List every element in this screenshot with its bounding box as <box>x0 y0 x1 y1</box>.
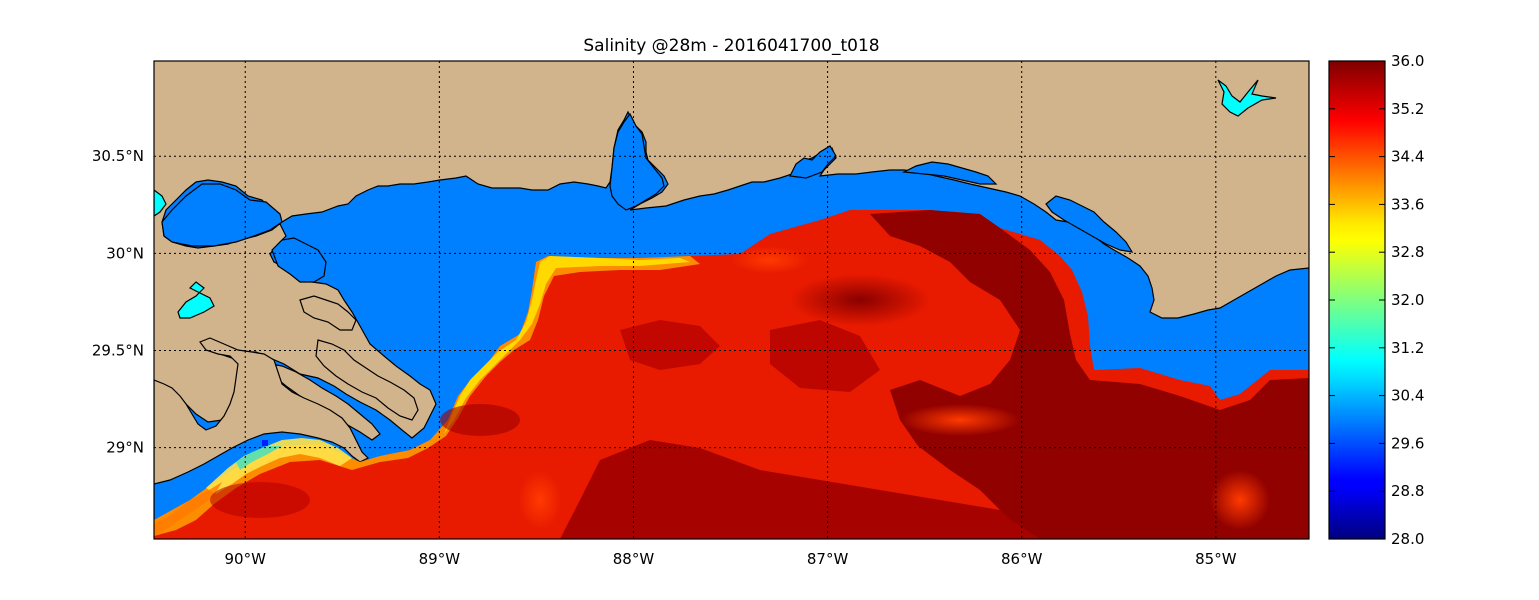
y-tick-label: 30°N <box>106 244 144 262</box>
map-title: Salinity @28m - 2016041700_t018 <box>583 36 880 56</box>
x-axis-ticks: 90°W 89°W 88°W 87°W 86°W 85°W <box>225 550 1237 568</box>
fresh-blue-pixel <box>262 440 268 446</box>
coastal-fringe <box>154 256 700 536</box>
inland-lake-east <box>1217 79 1277 117</box>
colorbar-tick-label: 30.4 <box>1391 387 1424 405</box>
fresh-west-orange <box>154 482 222 536</box>
colorbar-tick-label: 28.8 <box>1391 482 1424 500</box>
y-tick-label: 29°N <box>106 439 144 457</box>
colorbar-tick-label: 28.0 <box>1391 530 1424 548</box>
fresh-streak-3 <box>900 404 1020 436</box>
apalachicola-bay <box>1045 195 1134 253</box>
y-tick-label: 30.5°N <box>92 147 144 165</box>
colorbar-tick-label: 36.0 <box>1391 52 1424 70</box>
y-tick-label: 29.5°N <box>92 342 144 360</box>
map-area <box>154 61 1309 539</box>
saline-core-east <box>870 210 1309 539</box>
saline-core-south <box>560 440 1040 539</box>
saline-patch-3 <box>440 404 520 436</box>
fresh-streak-4 <box>1210 470 1270 530</box>
y-axis-ticks: 30.5°N 30°N 29.5°N 29°N <box>92 147 144 456</box>
mobile-bay <box>609 112 665 211</box>
x-tick-label: 88°W <box>613 550 655 568</box>
inland-lake-west <box>177 281 215 319</box>
colorbar-ticks: 36.0 35.2 34.4 33.6 32.8 32.0 31.2 30.4 29.6 28.8… <box>1329 52 1424 548</box>
louisiana-land <box>154 337 370 485</box>
delta-land <box>299 295 357 331</box>
colorbar-tick-label: 31.2 <box>1391 339 1424 357</box>
colorbar-tick-label: 34.4 <box>1391 148 1424 166</box>
fresh-west-cyan <box>236 446 282 470</box>
pensacola-bay <box>789 145 837 179</box>
colorbar-tick-label: 33.6 <box>1391 195 1424 213</box>
colorbar <box>1328 60 1386 540</box>
x-tick-label: 85°W <box>1195 550 1237 568</box>
saline-patch-1 <box>620 320 720 370</box>
saline-patch-2 <box>770 320 880 392</box>
map-frame <box>153 60 1310 540</box>
colorbar-tick-label: 29.6 <box>1391 434 1424 452</box>
x-tick-label: 90°W <box>225 550 267 568</box>
fresh-west-plume <box>206 438 352 494</box>
lake-pontchartrain <box>161 183 283 247</box>
lake-borgne <box>271 237 327 283</box>
saline-patch-4 <box>790 274 930 326</box>
choctawhatchee-bay <box>901 161 998 185</box>
delta-land-2 <box>315 339 419 421</box>
saline-patch-5 <box>210 482 310 518</box>
colorbar-tick-label: 32.8 <box>1391 243 1424 261</box>
x-tick-label: 89°W <box>419 550 461 568</box>
fresh-streak-2 <box>730 246 810 274</box>
inland-lake-edge <box>154 189 167 217</box>
salinity-field <box>154 210 1309 539</box>
x-tick-label: 87°W <box>807 550 849 568</box>
colorbar-tick-label: 35.2 <box>1391 100 1424 118</box>
fresh-streak-1 <box>518 470 562 530</box>
x-tick-label: 86°W <box>1001 550 1043 568</box>
colorbar-tick-label: 32.0 <box>1391 291 1424 309</box>
